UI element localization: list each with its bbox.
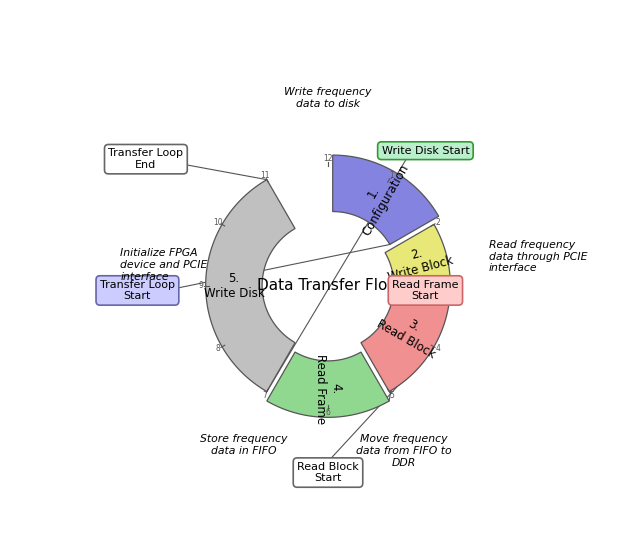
Text: 1: 1 [389,172,394,180]
Text: 3.
Read Block: 3. Read Block [374,304,445,361]
Text: Transfer Loop
End: Transfer Loop End [108,148,184,170]
Text: 12: 12 [323,155,333,163]
Text: Read frequency
data through PCIE
interface: Read frequency data through PCIE interfa… [489,240,588,273]
Polygon shape [385,224,451,285]
Polygon shape [205,180,295,392]
Polygon shape [333,155,438,245]
Text: 7: 7 [262,390,267,400]
Text: Move frequency
data from FIFO to
DDR: Move frequency data from FIFO to DDR [356,434,452,468]
Text: 5.
Write Disk: 5. Write Disk [204,272,264,300]
Text: 11: 11 [260,172,269,180]
Text: Data Transfer Flow: Data Transfer Flow [257,278,399,293]
Text: 2.
Write Block: 2. Write Block [383,239,455,283]
Text: 9: 9 [199,281,204,290]
Text: 3: 3 [452,281,457,290]
Text: Write Disk Start: Write Disk Start [381,146,469,156]
Text: Store frequency
data in FIFO: Store frequency data in FIFO [200,434,287,456]
Text: Write frequency
data to disk: Write frequency data to disk [284,87,372,109]
Text: 10: 10 [214,218,223,227]
Text: 4: 4 [435,344,440,354]
Text: 8: 8 [216,344,221,354]
Text: 1.
Configuration: 1. Configuration [348,154,412,238]
Text: 5: 5 [389,390,394,400]
Text: Initialize FPGA
device and PCIE
interface: Initialize FPGA device and PCIE interfac… [120,249,208,282]
Text: 4.
Read Frame: 4. Read Frame [314,354,342,424]
Text: Transfer Loop
Start: Transfer Loop Start [100,279,175,301]
Text: Read Block
Start: Read Block Start [297,462,359,483]
Text: 2: 2 [435,218,440,227]
Text: Read Frame
Start: Read Frame Start [392,279,459,301]
Polygon shape [361,285,451,392]
Text: 6: 6 [326,408,330,417]
Polygon shape [267,352,389,417]
